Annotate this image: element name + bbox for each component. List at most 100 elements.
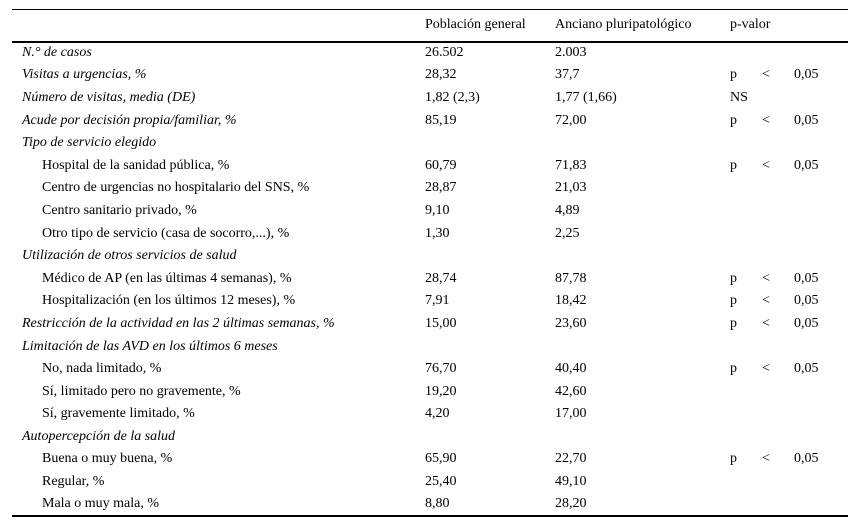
p-value-cell: p <0,05 <box>730 64 848 87</box>
header-poblacion-general: Población general <box>425 17 526 33</box>
value-anciano-pluripatologico: 87,78 <box>555 270 587 286</box>
p-symbol: p <box>730 361 737 377</box>
value-anciano-pluripatologico: 49,10 <box>555 474 587 490</box>
value-poblacion-general: 65,90 <box>425 451 457 467</box>
row-label: Médico de AP (en las últimas 4 semanas),… <box>42 270 292 286</box>
p-value-text: NS <box>730 89 748 105</box>
table-row: Centro de urgencias no hospitalario del … <box>12 177 848 200</box>
header-p-valor: p-valor <box>730 17 771 33</box>
p-value-cell: p <0,05 <box>730 448 848 471</box>
p-value-cell <box>730 132 848 155</box>
row-label: Centro sanitario privado, % <box>42 202 197 218</box>
p-threshold: 0,05 <box>794 157 819 173</box>
table-row: Visitas a urgencias, % 28,32 37,7 p <0,05 <box>12 64 848 87</box>
row-label: Acude por decisión propia/familiar, % <box>22 112 237 128</box>
table-row: Acude por decisión propia/familiar, % 85,… <box>12 109 848 132</box>
value-poblacion-general: 1,82 (2,3) <box>425 89 480 105</box>
value-poblacion-general: 1,30 <box>425 225 450 241</box>
value-poblacion-general: 4,20 <box>425 406 450 422</box>
value-anciano-pluripatologico: 71,83 <box>555 157 587 173</box>
value-anciano-pluripatologico <box>555 132 730 155</box>
value-poblacion-general: 25,40 <box>425 474 457 490</box>
value-anciano-pluripatologico <box>555 335 730 358</box>
table-row: Tipo de servicio elegido <box>12 132 848 155</box>
p-value-cell: p <0,05 <box>730 267 848 290</box>
value-poblacion-general: 28,87 <box>425 180 457 196</box>
row-label: Autopercepción de la salud <box>22 428 176 444</box>
row-label: Visitas a urgencias, % <box>22 67 147 83</box>
p-operator: < <box>762 112 770 128</box>
value-poblacion-general <box>425 132 555 155</box>
p-value-cell <box>730 471 848 494</box>
row-label: N.° de casos <box>22 45 92 61</box>
value-poblacion-general: 28,74 <box>425 270 457 286</box>
value-anciano-pluripatologico: 28,20 <box>555 496 587 512</box>
p-operator: < <box>762 451 770 467</box>
value-anciano-pluripatologico: 2,25 <box>555 225 580 241</box>
table-header-row: Población general Anciano pluripatológic… <box>12 10 848 42</box>
value-anciano-pluripatologico <box>555 245 730 268</box>
p-value-cell <box>730 200 848 223</box>
header-anciano-pluripatologico: Anciano pluripatológico <box>555 17 692 33</box>
row-label: No, nada limitado, % <box>42 361 162 377</box>
value-poblacion-general: 15,00 <box>425 315 457 331</box>
p-symbol: p <box>730 451 737 467</box>
row-label: Sí, gravemente limitado, % <box>42 406 195 422</box>
p-symbol: p <box>730 112 737 128</box>
table-row: Sí, gravemente limitado, % 4,20 17,00 <box>12 403 848 426</box>
value-poblacion-general <box>425 245 555 268</box>
value-anciano-pluripatologico: 42,60 <box>555 383 587 399</box>
value-poblacion-general: 8,80 <box>425 496 450 512</box>
table-row: Número de visitas, media (DE) 1,82 (2,3) 1… <box>12 87 848 110</box>
p-value-cell: p <0,05 <box>730 358 848 381</box>
table-row: No, nada limitado, % 76,70 40,40 p <0,05 <box>12 358 848 381</box>
table-row: N.° de casos 26.502 2.003 <box>12 42 848 65</box>
value-poblacion-general <box>425 335 555 358</box>
value-anciano-pluripatologico <box>555 426 730 449</box>
p-value-cell <box>730 493 848 516</box>
row-label: Otro tipo de servicio (casa de socorro,.… <box>42 225 290 241</box>
p-value-cell <box>730 426 848 449</box>
table-row: Hospital de la sanidad pública, % 60,79 71… <box>12 154 848 177</box>
row-label: Regular, % <box>42 474 105 490</box>
p-operator: < <box>762 270 770 286</box>
p-threshold: 0,05 <box>794 112 819 128</box>
value-anciano-pluripatologico: 22,70 <box>555 451 587 467</box>
table-body: N.° de casos 26.502 2.003 Visitas a urgenci… <box>12 42 848 516</box>
p-symbol: p <box>730 270 737 286</box>
p-symbol: p <box>730 315 737 331</box>
p-value-cell: p <0,05 <box>730 313 848 336</box>
p-symbol: p <box>730 293 737 309</box>
row-label: Centro de urgencias no hospitalario del … <box>42 180 310 196</box>
value-poblacion-general: 60,79 <box>425 157 457 173</box>
row-label: Número de visitas, media (DE) <box>22 89 196 105</box>
p-value-cell <box>730 380 848 403</box>
p-threshold: 0,05 <box>794 315 819 331</box>
table-row: Médico de AP (en las últimas 4 semanas),… <box>12 267 848 290</box>
p-value-cell: NS <box>730 87 848 110</box>
table-row: Limitación de las AVD en los últimos 6 m… <box>12 335 848 358</box>
value-anciano-pluripatologico: 18,42 <box>555 293 587 309</box>
value-poblacion-general <box>425 426 555 449</box>
header-label-column <box>12 10 425 42</box>
table-row: Buena o muy buena, % 65,90 22,70 p <0,05 <box>12 448 848 471</box>
p-value-cell: p <0,05 <box>730 154 848 177</box>
value-poblacion-general: 76,70 <box>425 361 457 377</box>
value-anciano-pluripatologico: 21,03 <box>555 180 587 196</box>
p-value-cell: p <0,05 <box>730 109 848 132</box>
value-anciano-pluripatologico: 23,60 <box>555 315 587 331</box>
p-threshold: 0,05 <box>794 270 819 286</box>
row-label: Restricción de la actividad en las 2 últ… <box>22 315 335 331</box>
table-row: Mala o muy mala, % 8,80 28,20 <box>12 493 848 516</box>
row-label: Mala o muy mala, % <box>42 496 160 512</box>
p-value-cell <box>730 177 848 200</box>
p-symbol: p <box>730 157 737 173</box>
value-anciano-pluripatologico: 4,89 <box>555 202 580 218</box>
table-row: Sí, limitado pero no gravemente, % 19,20 4… <box>12 380 848 403</box>
value-anciano-pluripatologico: 72,00 <box>555 112 587 128</box>
p-threshold: 0,05 <box>794 67 819 83</box>
value-anciano-pluripatologico: 1,77 (1,66) <box>555 89 617 105</box>
value-anciano-pluripatologico: 17,00 <box>555 406 587 422</box>
table-row: Hospitalización (en los últimos 12 meses… <box>12 290 848 313</box>
